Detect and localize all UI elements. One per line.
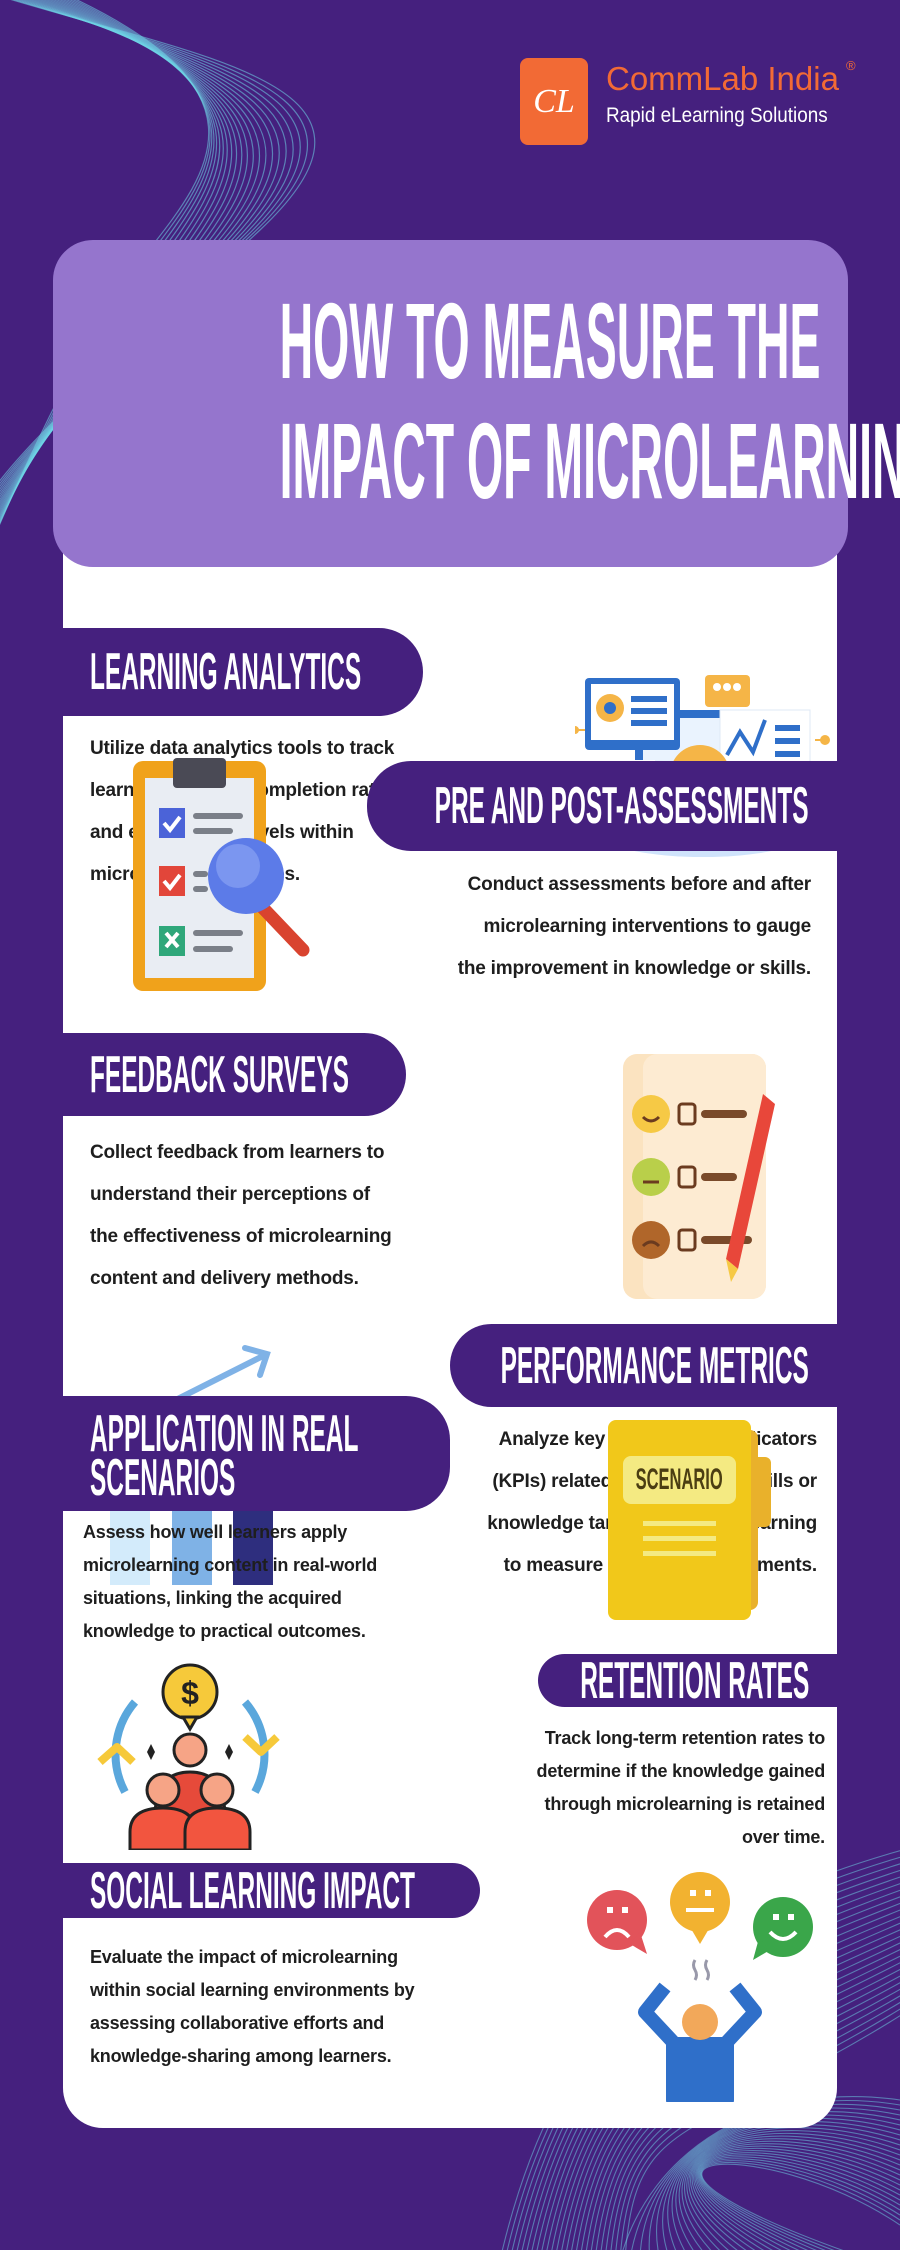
section-heading-pre-post-assessments: PRE AND POST-ASSESSMENTS bbox=[367, 761, 837, 851]
body-line: assessing collaborative efforts and bbox=[90, 2013, 385, 2033]
body-line: microlearning interventions to gauge bbox=[483, 916, 812, 937]
section-body-application-scenarios: Assess how well learners apply microlear… bbox=[83, 1516, 377, 1648]
body-line: the improvement in knowledge or skills. bbox=[457, 958, 811, 979]
body-line: Conduct assessments before and after bbox=[467, 874, 812, 895]
body-line: determine if the knowledge gained bbox=[536, 1761, 826, 1781]
section-body-feedback-surveys: Collect feedback from learners to unders… bbox=[90, 1132, 392, 1300]
heading-text: PERFORMANCE METRICS bbox=[500, 1337, 809, 1395]
section-heading-performance-metrics: PERFORMANCE METRICS bbox=[450, 1324, 837, 1407]
page-title-line-1: HOW TO MEASURE THE bbox=[279, 280, 821, 401]
wave-line bbox=[0, 0, 301, 488]
body-line: Evaluate the impact of microlearning bbox=[90, 1947, 398, 1967]
heading-text: FEEDBACK SURVEYS bbox=[90, 1046, 349, 1104]
wave-line bbox=[0, 0, 316, 482]
body-line: the effectiveness of microlearning bbox=[90, 1226, 392, 1247]
section-body-social-learning-impact: Evaluate the impact of microlearning wit… bbox=[90, 1941, 415, 2073]
heading-text: SOCIAL LEARNING IMPACT bbox=[90, 1862, 415, 1920]
wave-line bbox=[0, 0, 287, 493]
survey-emoji-icon bbox=[623, 1054, 775, 1299]
body-line: situations, linking the acquired bbox=[83, 1588, 342, 1608]
body-line: knowledge-sharing among learners. bbox=[90, 2046, 392, 2066]
heading-text: LEARNING ANALYTICS bbox=[90, 643, 362, 701]
section-heading-feedback-surveys: FEEDBACK SURVEYS bbox=[63, 1033, 406, 1116]
heading-text: PRE AND POST-ASSESSMENTS bbox=[435, 777, 809, 835]
social-feedback-icon bbox=[587, 1872, 813, 2102]
page-title-line-2: IMPACT OF MICROLEARNING bbox=[279, 400, 900, 521]
title-box: HOW TO MEASURE THE IMPACT OF MICROLEARNI… bbox=[53, 240, 900, 567]
wave-line bbox=[0, 0, 308, 485]
section-body-pre-post-assessments: Conduct assessments before and after mic… bbox=[458, 864, 811, 990]
body-line: Track long-term retention rates to bbox=[544, 1728, 825, 1748]
body-line: over time. bbox=[741, 1827, 825, 1847]
body-line: Collect feedback from learners to bbox=[90, 1142, 385, 1163]
body-line: understand their perceptions of bbox=[90, 1184, 370, 1205]
section-heading-social-learning-impact: SOCIAL LEARNING IMPACT bbox=[63, 1863, 480, 1918]
section-heading-learning-analytics: LEARNING ANALYTICS bbox=[63, 628, 423, 716]
section-body-retention-rates: Track long-term retention rates to deter… bbox=[536, 1722, 826, 1854]
body-line: through microlearning is retained bbox=[544, 1794, 826, 1814]
heading-text: SCENARIOS bbox=[90, 1449, 236, 1507]
brand-name: CommLab India bbox=[606, 60, 839, 97]
body-line: within social learning environments by bbox=[90, 1980, 415, 2000]
team-cycle-icon: $ bbox=[97, 1663, 280, 1850]
body-line: Utilize data analytics tools to track bbox=[90, 738, 395, 759]
brand-tagline: Rapid eLearning Solutions bbox=[606, 104, 828, 127]
registered-mark: ® bbox=[846, 58, 856, 73]
heading-text: RETENTION RATES bbox=[579, 1652, 809, 1710]
coin-symbol: $ bbox=[181, 1675, 199, 1711]
body-line: knowledge to practical outcomes. bbox=[83, 1621, 366, 1641]
folder-label: SCENARIO bbox=[635, 1463, 724, 1496]
clipboard-magnifier-icon bbox=[133, 758, 310, 991]
scenario-folder-icon: SCENARIO bbox=[608, 1420, 788, 1620]
body-line: Assess how well learners apply bbox=[83, 1522, 348, 1542]
section-heading-retention-rates: RETENTION RATES bbox=[538, 1654, 837, 1707]
body-line: microlearning content in real-world bbox=[83, 1555, 378, 1575]
heading-text: APPLICATION IN REAL bbox=[90, 1405, 359, 1463]
wave-line bbox=[0, 0, 294, 490]
body-line: content and delivery methods. bbox=[90, 1268, 359, 1289]
commlab-logo-icon: CL bbox=[520, 58, 588, 145]
section-heading-application-scenarios: APPLICATION IN REAL SCENARIOS bbox=[63, 1396, 450, 1511]
wave-line bbox=[0, 0, 280, 496]
